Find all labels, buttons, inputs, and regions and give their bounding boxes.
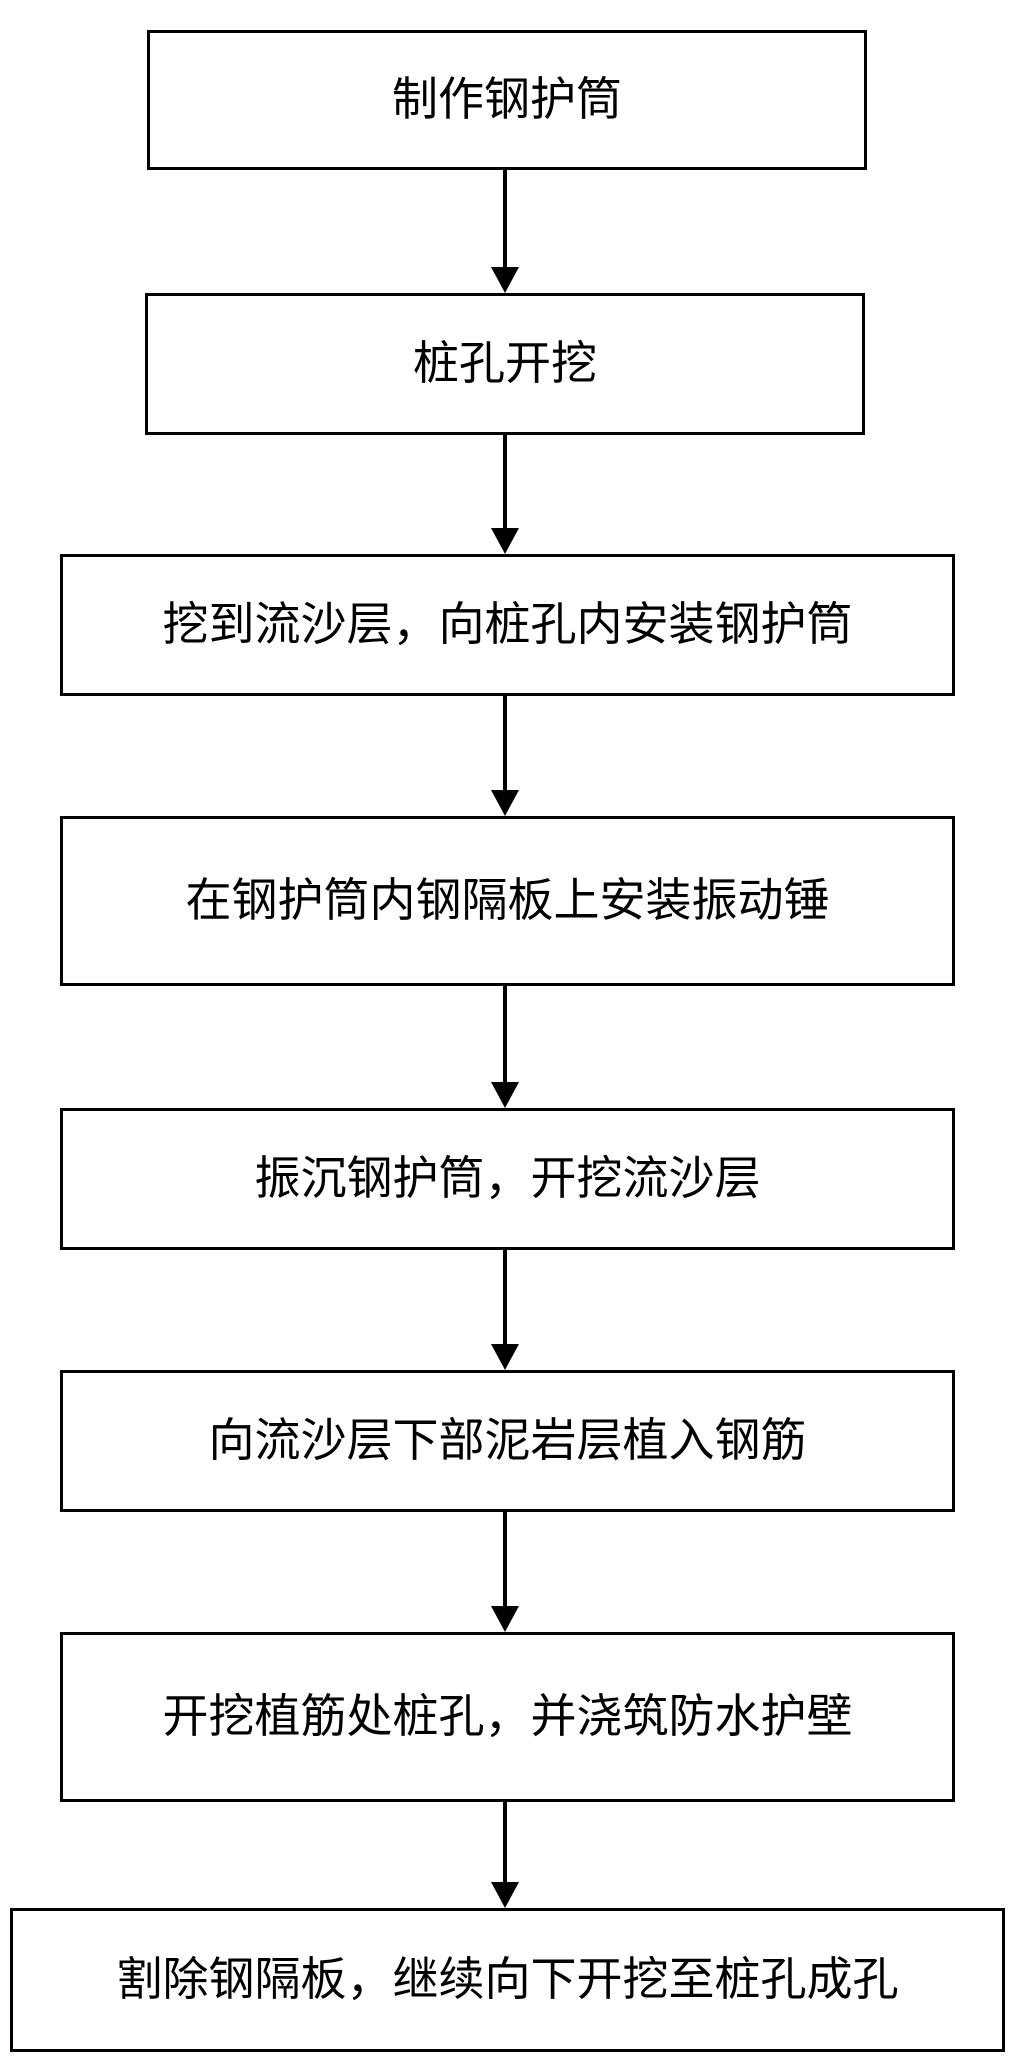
flow-node-0: 制作钢护筒 bbox=[147, 30, 867, 170]
flow-node-label: 桩孔开挖 bbox=[413, 338, 597, 391]
flow-node-5: 向流沙层下部泥岩层植入钢筋 bbox=[60, 1370, 955, 1512]
flow-node-4: 振沉钢护筒，开挖流沙层 bbox=[60, 1108, 955, 1250]
flow-node-label: 割除钢隔板，继续向下开挖至桩孔成孔 bbox=[117, 1954, 899, 2007]
flow-node-6: 开挖植筋处桩孔，并浇筑防水护壁 bbox=[60, 1632, 955, 1802]
flow-node-1: 桩孔开挖 bbox=[145, 293, 865, 435]
flowchart-canvas: 制作钢护筒 桩孔开挖 挖到流沙层，向桩孔内安装钢护筒 在钢护筒内钢隔板上安装振动… bbox=[0, 0, 1014, 2057]
flow-node-label: 在钢护筒内钢隔板上安装振动锤 bbox=[186, 875, 830, 928]
flow-node-label: 向流沙层下部泥岩层植入钢筋 bbox=[209, 1415, 807, 1468]
flow-node-3: 在钢护筒内钢隔板上安装振动锤 bbox=[60, 816, 955, 986]
flow-node-label: 挖到流沙层，向桩孔内安装钢护筒 bbox=[163, 599, 853, 652]
flow-node-7: 割除钢隔板，继续向下开挖至桩孔成孔 bbox=[10, 1908, 1005, 2052]
flow-node-2: 挖到流沙层，向桩孔内安装钢护筒 bbox=[60, 554, 955, 696]
flow-node-label: 制作钢护筒 bbox=[392, 74, 622, 127]
flow-node-label: 振沉钢护筒，开挖流沙层 bbox=[255, 1153, 761, 1206]
flow-node-label: 开挖植筋处桩孔，并浇筑防水护壁 bbox=[163, 1691, 853, 1744]
